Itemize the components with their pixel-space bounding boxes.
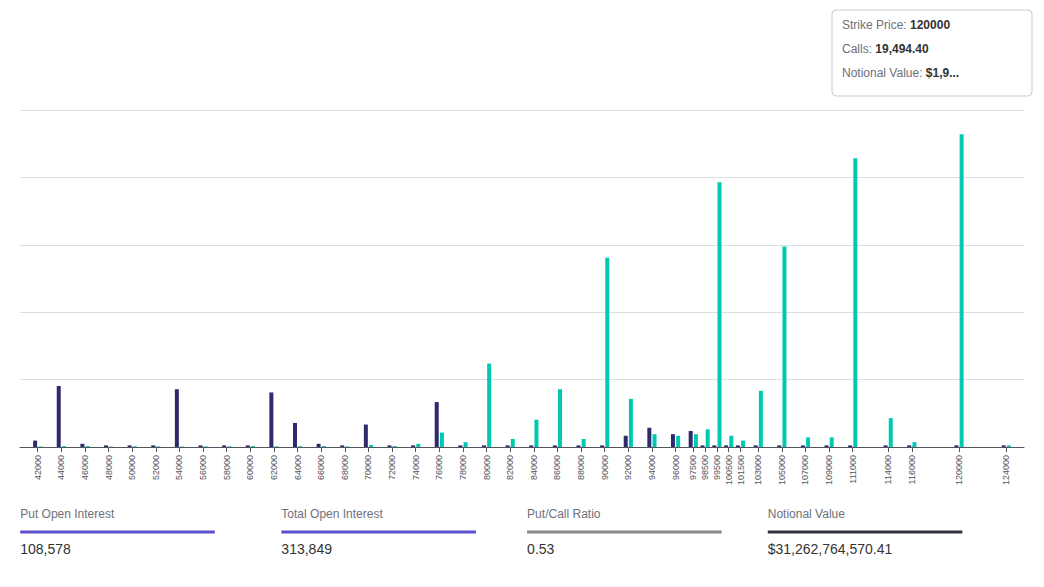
svg-text:76000: 76000 — [434, 455, 444, 480]
svg-text:120000: 120000 — [954, 455, 964, 485]
svg-text:100500: 100500 — [724, 455, 734, 485]
svg-text:Notional Value:: Notional Value: — [842, 66, 923, 80]
svg-text:105000: 105000 — [777, 455, 787, 485]
svg-text:103000: 103000 — [753, 455, 763, 485]
svg-text:$1,9...: $1,9... — [926, 66, 959, 80]
svg-text:44000: 44000 — [56, 455, 66, 480]
svg-text:Calls:: Calls: — [842, 42, 872, 56]
svg-text:48000: 48000 — [104, 455, 114, 480]
svg-text:70000: 70000 — [363, 455, 373, 480]
svg-text:101500: 101500 — [736, 455, 746, 485]
svg-text:68000: 68000 — [340, 455, 350, 480]
svg-text:313,849: 313,849 — [281, 541, 332, 557]
svg-text:124000: 124000 — [1001, 455, 1011, 485]
svg-text:62000: 62000 — [269, 455, 279, 480]
svg-text:90000: 90000 — [600, 455, 610, 480]
svg-text:94000: 94000 — [647, 455, 657, 480]
svg-text:92000: 92000 — [623, 455, 633, 480]
svg-text:120000: 120000 — [910, 18, 950, 32]
svg-text:84000: 84000 — [529, 455, 539, 480]
svg-text:66000: 66000 — [316, 455, 326, 480]
svg-text:54000: 54000 — [174, 455, 184, 480]
svg-text:Put Open Interest: Put Open Interest — [20, 507, 115, 521]
svg-text:50000: 50000 — [127, 455, 137, 480]
svg-text:82000: 82000 — [505, 455, 515, 480]
svg-text:86000: 86000 — [552, 455, 562, 480]
svg-text:88000: 88000 — [576, 455, 586, 480]
svg-text:56000: 56000 — [198, 455, 208, 480]
svg-text:$31,262,764,570.41: $31,262,764,570.41 — [768, 541, 893, 557]
svg-text:Put/Call Ratio: Put/Call Ratio — [527, 507, 601, 521]
svg-text:64000: 64000 — [293, 455, 303, 480]
svg-text:19,494.40: 19,494.40 — [875, 42, 929, 56]
svg-text:97500: 97500 — [688, 455, 698, 480]
svg-text:52000: 52000 — [151, 455, 161, 480]
svg-text:80000: 80000 — [482, 455, 492, 480]
svg-text:109000: 109000 — [824, 455, 834, 485]
svg-text:58000: 58000 — [222, 455, 232, 480]
svg-text:116000: 116000 — [907, 455, 917, 484]
svg-text:99500: 99500 — [712, 455, 722, 480]
svg-text:114000: 114000 — [883, 455, 893, 484]
svg-text:74000: 74000 — [411, 455, 421, 480]
svg-text:42000: 42000 — [33, 455, 43, 480]
svg-text:96000: 96000 — [671, 455, 681, 480]
svg-text:107000: 107000 — [800, 455, 810, 485]
svg-text:78000: 78000 — [458, 455, 468, 480]
svg-text:108,578: 108,578 — [20, 541, 71, 557]
svg-text:111000: 111000 — [848, 455, 858, 484]
svg-text:0.53: 0.53 — [527, 541, 554, 557]
svg-text:Total Open Interest: Total Open Interest — [281, 507, 383, 521]
svg-text:72000: 72000 — [387, 455, 397, 480]
svg-text:Strike Price:: Strike Price: — [842, 18, 907, 32]
svg-text:98500: 98500 — [700, 455, 710, 480]
svg-text:60000: 60000 — [245, 455, 255, 480]
svg-text:46000: 46000 — [80, 455, 90, 480]
svg-text:Notional Value: Notional Value — [768, 507, 845, 521]
